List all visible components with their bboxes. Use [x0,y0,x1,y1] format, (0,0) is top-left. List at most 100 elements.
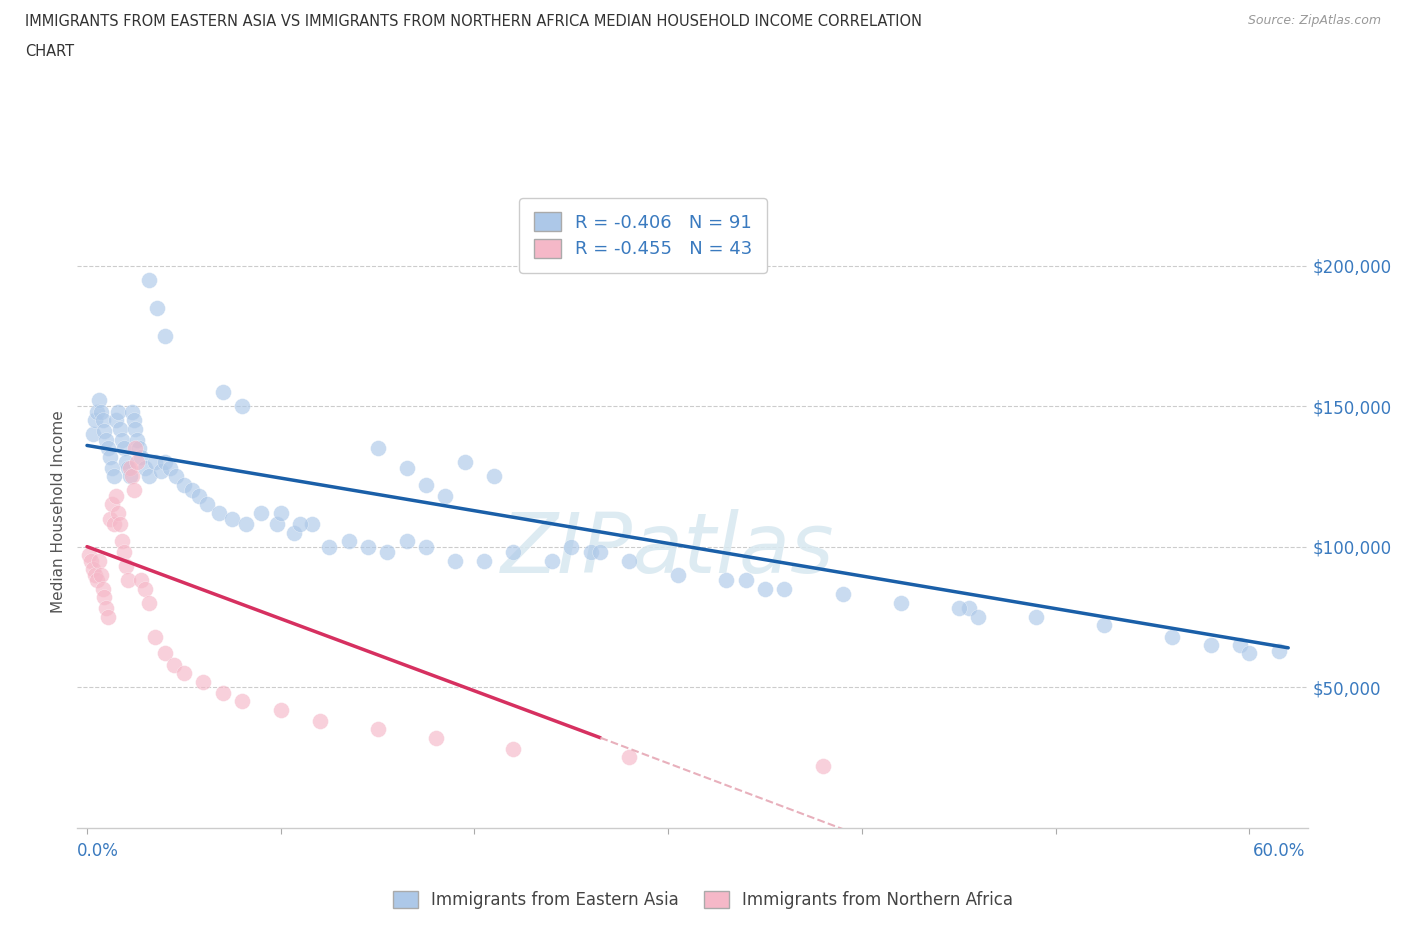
Point [472,553,495,568]
Point [128,441,150,456]
Text: 60.0%: 60.0% [1253,842,1305,859]
Point [121,469,143,484]
Point [541,553,564,568]
Point [96,601,118,616]
Point [415,539,437,554]
Point [122,483,145,498]
Point [188,488,211,503]
Point [105,413,128,428]
Point [1229,638,1251,653]
Point [82,146,104,161]
Point [117,460,139,475]
Point [288,517,311,532]
Point [143,455,166,470]
Point [250,506,273,521]
Point [890,595,912,610]
Point [97,609,120,624]
Point [318,539,340,554]
Point [619,553,641,568]
Point [173,477,195,492]
Point [86,573,108,588]
Point [83,413,105,428]
Point [118,469,141,484]
Text: 0.0%: 0.0% [77,842,120,859]
Point [425,730,447,745]
Point [1092,618,1115,632]
Point [107,506,129,521]
Point [589,545,612,560]
Legend: Immigrants from Eastern Asia, Immigrants from Northern Africa: Immigrants from Eastern Asia, Immigrants… [384,883,1022,917]
Point [193,674,215,689]
Point [90,567,112,582]
Point [122,413,145,428]
Point [502,545,524,560]
Point [367,441,389,456]
Point [734,573,756,588]
Point [454,455,477,470]
Point [153,646,176,661]
Point [357,539,380,554]
Point [375,545,398,560]
Point [967,609,990,624]
Legend: R = -0.406   N = 91, R = -0.455   N = 43: R = -0.406 N = 91, R = -0.455 N = 43 [519,198,768,272]
Point [1267,644,1289,658]
Point [143,629,166,644]
Text: IMMIGRANTS FROM EASTERN ASIA VS IMMIGRANTS FROM NORTHERN AFRICA MEDIAN HOUSEHOLD: IMMIGRANTS FROM EASTERN ASIA VS IMMIGRAN… [25,14,922,29]
Point [235,517,257,532]
Point [114,559,136,574]
Point [111,534,134,549]
Point [270,506,292,521]
Point [82,562,104,577]
Point [138,595,160,610]
Point [395,460,418,475]
Point [270,702,292,717]
Point [211,385,233,400]
Point [180,483,202,498]
Point [93,590,115,604]
Point [101,497,124,512]
Point [114,455,136,470]
Point [97,441,120,456]
Point [211,685,233,700]
Point [105,488,128,503]
Point [1239,646,1261,661]
Point [221,512,243,526]
Point [91,581,114,596]
Point [87,393,110,408]
Point [111,432,134,447]
Point [415,477,437,492]
Point [86,405,108,419]
Point [108,421,131,436]
Y-axis label: Median Household Income: Median Household Income [51,410,66,613]
Point [127,455,149,470]
Point [1199,638,1222,653]
Point [283,525,305,540]
Point [716,573,738,588]
Point [579,545,602,560]
Point [560,539,582,554]
Point [159,460,181,475]
Point [266,517,288,532]
Point [831,587,853,602]
Point [91,413,114,428]
Point [165,469,187,484]
Point [444,553,467,568]
Point [103,469,125,484]
Point [482,469,505,484]
Point [112,441,135,456]
Point [308,713,330,728]
Point [145,300,167,315]
Point [93,424,115,439]
Point [134,460,156,475]
Point [173,666,195,681]
Point [121,405,143,419]
Point [96,432,118,447]
Point [87,553,110,568]
Point [108,517,131,532]
Point [77,548,100,563]
Point [666,567,689,582]
Point [773,581,796,596]
Point [98,512,121,526]
Point [754,581,776,596]
Point [101,460,124,475]
